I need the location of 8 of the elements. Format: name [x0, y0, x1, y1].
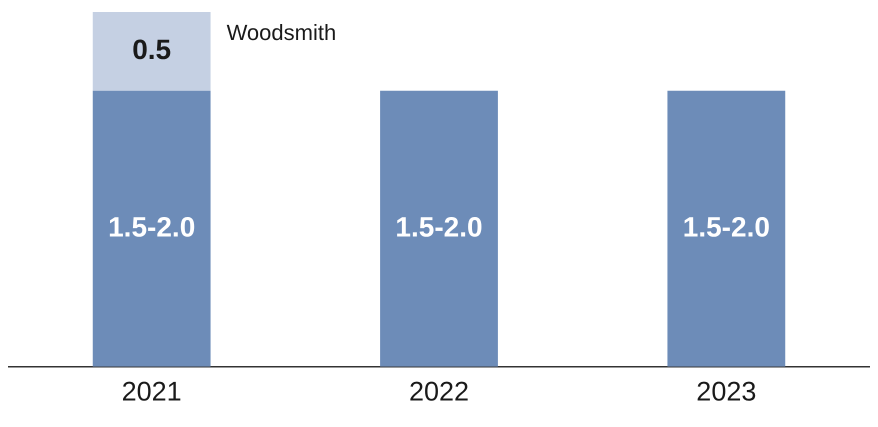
x-tick-label: 2021: [122, 376, 182, 406]
series-label: Woodsmith: [226, 20, 336, 45]
x-tick-label: 2023: [696, 376, 756, 406]
x-tick-label: 2022: [408, 376, 470, 406]
data-label: 1.5-2.0: [108, 211, 196, 242]
data-label: 1.5-2.0: [682, 211, 770, 242]
data-label: 0.5: [132, 34, 172, 66]
data-label: 1.5-2.0: [395, 211, 483, 242]
